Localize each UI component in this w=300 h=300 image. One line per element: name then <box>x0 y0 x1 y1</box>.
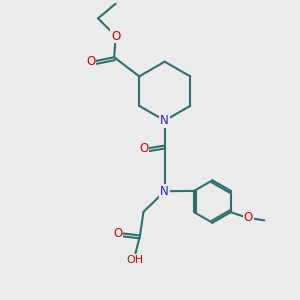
Text: O: O <box>111 29 120 43</box>
Text: OH: OH <box>126 255 143 265</box>
Text: N: N <box>160 185 169 198</box>
Text: O: O <box>113 226 122 239</box>
Text: O: O <box>86 55 95 68</box>
Text: O: O <box>139 142 148 155</box>
Text: N: N <box>160 114 169 127</box>
Text: O: O <box>244 211 253 224</box>
